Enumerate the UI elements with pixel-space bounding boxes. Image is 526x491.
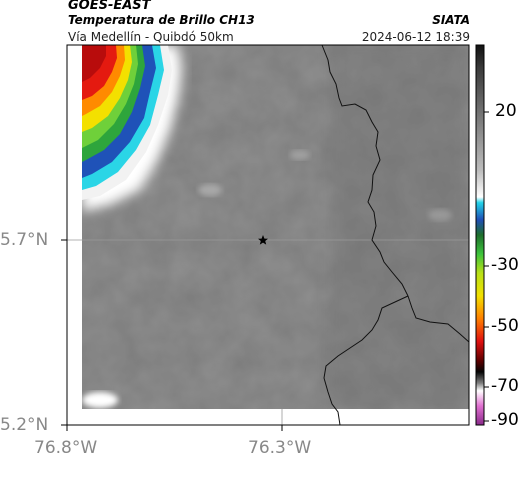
colorbar xyxy=(475,44,489,426)
organization-label: SIATA xyxy=(432,13,470,27)
lon-tick-label: 76.8°W xyxy=(34,438,98,458)
colorbar-tick-label: -30 xyxy=(491,255,519,275)
lat-tick-label: 5.2°N xyxy=(0,415,49,435)
lat-tick-label: 5.7°N xyxy=(0,230,49,250)
lon-tick-label: 76.3°W xyxy=(248,438,312,458)
colorbar-tick-label: -90 xyxy=(491,410,519,430)
axis-ticks xyxy=(61,239,283,431)
colorbar-tick-label: 20 xyxy=(495,101,517,121)
colorbar-tick-label: -70 xyxy=(491,376,519,396)
star-icon xyxy=(258,235,268,245)
colorbar-tick-label: -50 xyxy=(491,316,519,336)
product-title: Temperatura de Brillo CH13 xyxy=(68,13,255,27)
brightness-field xyxy=(82,45,469,409)
department-boundaries xyxy=(321,44,470,426)
region-label: Vía Medellín - Quibdó 50km xyxy=(68,30,234,44)
datetime-label: 2024-06-12 18:39 xyxy=(361,30,470,44)
map-frame xyxy=(66,44,470,426)
satellite-name: GOES-EAST xyxy=(68,0,151,13)
